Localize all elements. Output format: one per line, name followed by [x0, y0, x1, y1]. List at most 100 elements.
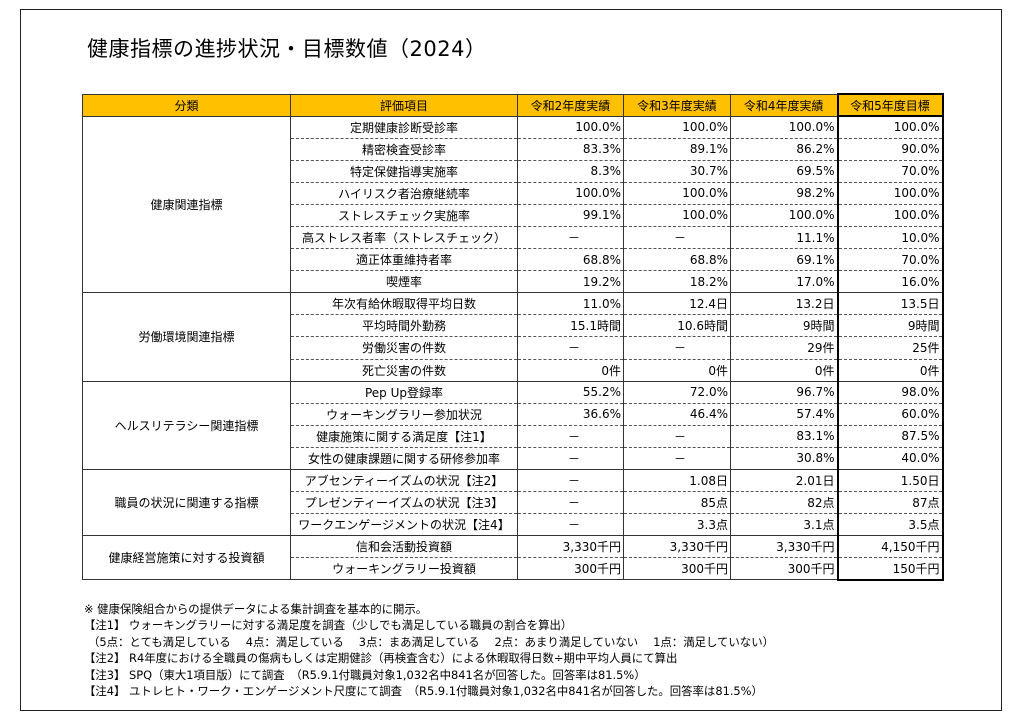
item-cell: 死亡災害の件数 — [290, 359, 518, 382]
target-value-cell: 60.0% — [836, 403, 944, 426]
target-value-cell: 1.50日 — [836, 469, 944, 493]
footnote: 【注1】 ウォーキングラリーに対する満足度を調査（少しでも満足している職員の割合… — [84, 618, 573, 633]
item-cell: ハイリスク者治療継続率 — [290, 182, 518, 205]
performance-table: 分類 評価項目 令和2年度実績 令和3年度実績 令和4年度実績 令和5年度目標 … — [82, 93, 944, 581]
actual-value-cell: 100.0% — [517, 116, 624, 139]
actual-value-cell: 0件 — [623, 359, 731, 382]
target-value-cell: 87点 — [836, 491, 944, 515]
item-cell: 女性の健康課題に関する研修参加率 — [290, 447, 518, 471]
table-row: 死亡災害の件数 0件 0件 0件 0件 — [83, 359, 944, 382]
table-row: 適正体重維持者率 68.8% 68.8% 69.1% 70.0% — [83, 248, 944, 272]
target-value-cell: 70.0% — [836, 160, 944, 183]
actual-value-cell: 3.1点 — [730, 513, 838, 537]
actual-value-cell: 100.0% — [730, 204, 838, 227]
header-category: 分類 — [82, 93, 291, 117]
actual-value-cell: 9時間 — [730, 314, 838, 338]
actual-value-cell: 89.1% — [623, 138, 731, 161]
actual-value-cell: 0件 — [517, 359, 624, 382]
actual-value-cell: 100.0% — [623, 182, 731, 205]
actual-value-cell: 100.0% — [730, 116, 838, 139]
actual-value-cell: 0件 — [730, 359, 838, 382]
table-header-row: 分類 評価項目 令和2年度実績 令和3年度実績 令和4年度実績 令和5年度目標 — [82, 93, 944, 117]
header-r3-actual: 令和3年度実績 — [623, 93, 731, 117]
table-row: 平均時間外勤務 15.1時間 10.6時間 9時間 9時間 — [83, 314, 944, 338]
actual-value-cell: － — [517, 447, 624, 471]
footnote: 【注4】 ユトレヒト・ワーク・エンゲージメント尺度にて調査 （R5.9.1付職員… — [84, 684, 763, 699]
actual-value-cell: 11.1% — [730, 226, 838, 250]
actual-value-cell: － — [517, 491, 624, 515]
actual-value-cell: － — [623, 447, 731, 471]
category-cell: ヘルスリテラシー関連指標 — [82, 380, 291, 471]
actual-value-cell: － — [517, 425, 624, 448]
table-row: ストレスチェック実施率 99.1% 100.0% 100.0% 100.0% — [83, 204, 944, 227]
actual-value-cell: 69.1% — [730, 248, 838, 272]
actual-value-cell: 3.3点 — [623, 513, 731, 537]
target-value-cell: 0件 — [836, 359, 944, 382]
actual-value-cell: － — [517, 469, 624, 493]
actual-value-cell: 36.6% — [517, 403, 624, 426]
table-row: 健康関連指標 定期健康診断受診率 100.0% 100.0% 100.0% 100.0% — [82, 115, 944, 294]
table-row: ウォーキングラリー参加状況 36.6% 46.4% 57.4% 60.0% — [83, 403, 944, 426]
actual-value-cell: － — [517, 336, 624, 360]
target-value-cell: 150千円 — [836, 557, 944, 581]
table-row: 職員の状況に関連する指標 アブセンティーイズムの状況【注2】－ 1.08日 2.01日… — [82, 468, 944, 537]
actual-value-cell: 30.8% — [730, 447, 838, 471]
table-row: プレゼンティーイズムの状況【注3】－ 85点 82点 87点 — [83, 491, 944, 515]
table-row: 女性の健康課題に関する研修参加率－－ 30.8% 40.0% — [83, 447, 944, 471]
actual-value-cell: 100.0% — [623, 204, 731, 227]
page-title: 健康指標の進捗状況・目標数値（2024） — [87, 37, 487, 61]
actual-value-cell: 55.2% — [517, 381, 624, 404]
item-cell: ウォーキングラリー投資額 — [290, 557, 518, 581]
item-cell: 平均時間外勤務 — [290, 314, 518, 338]
actual-value-cell: － — [623, 336, 731, 360]
item-cell: 高ストレス者率（ストレスチェック） — [290, 226, 518, 250]
item-cell: 定期健康診断受診率 — [290, 116, 518, 139]
table-row: 特定保健指導実施率 8.3% 30.7% 69.5% 70.0% — [83, 160, 944, 183]
table-row: ワークエンゲージメントの状況【注4】－ 3.3点 3.1点 3.5点 — [83, 513, 944, 537]
header-r2-actual: 令和2年度実績 — [517, 93, 624, 117]
actual-value-cell: 12.4日 — [623, 292, 731, 316]
actual-value-cell: 29件 — [730, 336, 838, 360]
actual-value-cell: － — [517, 513, 624, 537]
actual-value-cell: 3,330千円 — [623, 535, 731, 559]
item-cell: Pep Up登録率 — [290, 381, 518, 404]
actual-value-cell: 46.4% — [623, 403, 731, 426]
target-value-cell: 3.5点 — [836, 513, 944, 537]
category-cell: 健康経営施策に対する投資額 — [82, 535, 291, 581]
footnotes: ※ 健康保険組合からの提供データによる集計調査を基本的に開示。 【注1】 ウォー… — [84, 601, 774, 699]
actual-value-cell: － — [623, 425, 731, 448]
actual-value-cell: － — [623, 226, 731, 250]
table-row: 労働災害の件数－－ 29件 25件 — [83, 336, 944, 360]
actual-value-cell: 99.1% — [517, 204, 624, 227]
target-value-cell: 90.0% — [836, 138, 944, 161]
target-value-cell: 98.0% — [836, 381, 944, 404]
table-body: 健康関連指標 定期健康診断受診率 100.0% 100.0% 100.0% 100.0% 精… — [82, 115, 944, 581]
actual-value-cell: 68.8% — [623, 248, 731, 272]
actual-value-cell: 10.6時間 — [623, 314, 731, 338]
target-value-cell: 100.0% — [836, 182, 944, 205]
header-r5-target: 令和5年度目標 — [836, 93, 944, 117]
actual-value-cell: 17.0% — [730, 270, 838, 294]
actual-value-cell: 96.7% — [730, 381, 838, 404]
actual-value-cell: 3,330千円 — [730, 535, 838, 559]
item-cell: ワークエンゲージメントの状況【注4】 — [290, 513, 518, 537]
table-row: 喫煙率 19.2% 18.2% 17.0% 16.0% — [83, 270, 944, 294]
target-value-cell: 9時間 — [836, 314, 944, 338]
table-row: 健康経営施策に対する投資額 信和会活動投資額 3,330千円 3,330千円 3,330… — [82, 535, 944, 581]
item-cell: 喫煙率 — [290, 270, 518, 294]
item-cell: 精密検査受診率 — [290, 138, 518, 161]
item-cell: 年次有給休暇取得平均日数 — [290, 292, 518, 316]
actual-value-cell: 98.2% — [730, 182, 838, 205]
target-value-cell: 70.0% — [836, 248, 944, 272]
item-cell: 信和会活動投資額 — [290, 535, 518, 559]
target-value-cell: 100.0% — [836, 204, 944, 227]
target-value-cell: 13.5日 — [836, 292, 944, 316]
target-value-cell: 40.0% — [836, 447, 944, 471]
actual-value-cell: － — [517, 226, 624, 250]
target-value-cell: 10.0% — [836, 226, 944, 250]
target-value-cell: 16.0% — [836, 270, 944, 294]
actual-value-cell: 11.0% — [517, 292, 624, 316]
table-row: ウォーキングラリー投資額 300千円 300千円 300千円 150千円 — [83, 557, 944, 581]
actual-value-cell: 1.08日 — [623, 469, 731, 493]
footnote: 【注2】 R4年度における全職員の傷病もしくは定期健診（再検査含む）による休暇取… — [84, 651, 678, 666]
